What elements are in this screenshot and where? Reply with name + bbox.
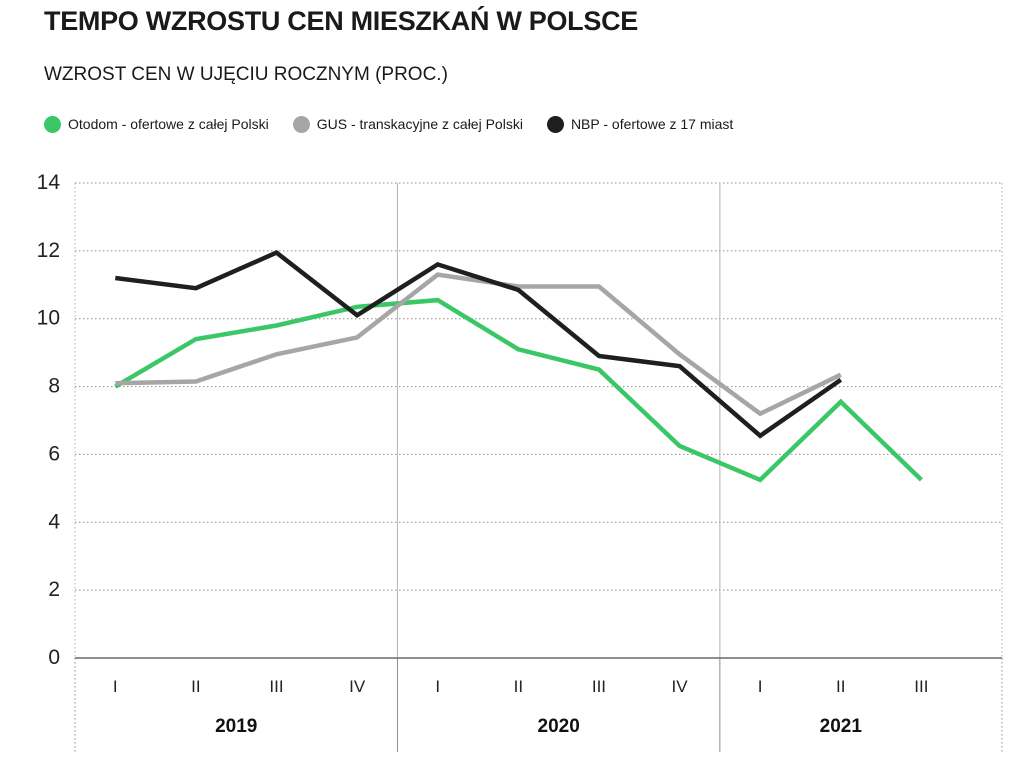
- y-tick-label: 2: [48, 578, 60, 601]
- y-tick-label: 14: [37, 171, 61, 194]
- x-tick-label: IV: [672, 677, 689, 696]
- y-tick-label: 4: [48, 510, 60, 533]
- year-label: 2020: [538, 716, 580, 737]
- series-line-nbp: [115, 249, 843, 439]
- legend-dot-gus: [292, 115, 310, 133]
- legend-item-gus: GUS - transkacyjne z całej Polski: [292, 115, 523, 133]
- chart-title: TEMPO WZROSTU CEN MIESZKAŃ W POLSCE: [44, 6, 638, 36]
- x-tick-label: III: [914, 677, 928, 696]
- x-tick-label: II: [514, 677, 523, 696]
- chart-subtitle: WZROST CEN W UJĘCIU ROCZNYM (PROC.): [44, 64, 448, 85]
- legend-dot-otodom: [44, 115, 61, 133]
- year-label: 2019: [215, 716, 257, 737]
- legend: Otodom - ofertowe z całej Polski GUS - t…: [44, 114, 757, 134]
- x-tick-label: I: [758, 677, 763, 696]
- legend-item-nbp: NBP - ofertowe z 17 miast: [546, 115, 734, 133]
- legend-dot-nbp: [546, 115, 564, 133]
- x-tick-label: III: [592, 677, 606, 696]
- y-tick-label: 0: [48, 646, 60, 669]
- legend-label-nbp: NBP - ofertowe z 17 miast: [570, 116, 734, 132]
- y-tick-label: 10: [37, 307, 60, 330]
- x-tick-label: III: [269, 677, 283, 696]
- x-tick-label: II: [191, 677, 200, 696]
- x-tick-label: II: [836, 677, 845, 696]
- year-label: 2021: [820, 716, 863, 737]
- y-tick-label: 12: [37, 239, 60, 262]
- x-tick-label: I: [435, 677, 440, 696]
- x-tick-label: IV: [349, 677, 366, 696]
- series-line-gus: [115, 272, 842, 417]
- legend-label-gus: GUS - transkacyjne z całej Polski: [316, 116, 523, 132]
- series-line-otodom: [114, 297, 923, 483]
- x-tick-label: I: [113, 677, 118, 696]
- legend-label-otodom: Otodom - ofertowe z całej Polski: [68, 116, 269, 132]
- y-tick-label: 6: [48, 442, 60, 465]
- y-tick-label: 8: [48, 375, 60, 398]
- legend-item-otodom: Otodom - ofertowe z całej Polski: [44, 115, 269, 133]
